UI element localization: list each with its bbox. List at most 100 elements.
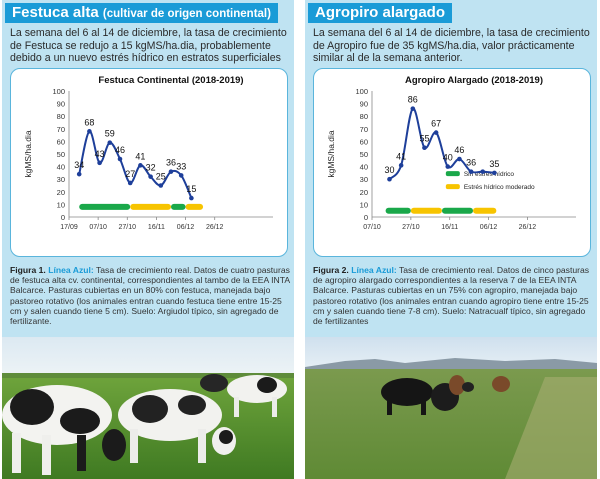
stress-band <box>130 203 171 210</box>
stress-band <box>473 207 497 214</box>
stress-band <box>410 207 442 214</box>
agropiro-caption-figure: Figura 2. <box>313 265 349 275</box>
data-point <box>138 163 143 168</box>
data-label: 36 <box>166 158 176 168</box>
data-point <box>87 129 92 134</box>
data-point <box>445 164 451 169</box>
x-tick-label: 16/11 <box>441 224 458 231</box>
data-label: 27 <box>125 169 135 179</box>
festuca-title: Festuca alta (cultivar de origen contine… <box>5 3 278 23</box>
x-tick-label: 06/12 <box>480 224 498 231</box>
data-point <box>148 174 153 179</box>
data-point <box>433 130 439 135</box>
agropiro-caption-text: Tasa de crecimiento real. Datos de cinco… <box>313 265 590 327</box>
x-tick-label: 17/09 <box>60 224 78 231</box>
data-label: 55 <box>419 134 429 144</box>
festuca-chart-svg: Festuca Continental (2018-2019) 0 10 20 30 40… <box>23 75 273 231</box>
y-tick-label: 20 <box>360 188 368 197</box>
x-tick-label: 07/10 <box>89 224 107 231</box>
agropiro-intro: La semana del 6 al 14 de diciembre, la t… <box>313 27 590 65</box>
data-label: 35 <box>489 159 499 169</box>
legend-label: Sin estrés hídrico <box>464 171 515 178</box>
data-label: 34 <box>74 160 84 170</box>
cattle-photo <box>305 337 597 479</box>
festuca-caption: Figura 1. Línea Azul: Tasa de crecimient… <box>10 265 292 326</box>
data-label: 41 <box>135 151 145 161</box>
data-point <box>97 160 102 166</box>
data-label: 32 <box>146 163 156 173</box>
y-tick-label: 10 <box>360 200 368 209</box>
y-tick-label: 30 <box>360 175 368 184</box>
y-tick-label: 90 <box>57 100 65 109</box>
data-label: 46 <box>115 145 125 155</box>
y-tick-label: 70 <box>360 125 368 134</box>
chart-title: Festuca Continental (2018-2019) <box>98 75 243 86</box>
festuca-caption-figure: Figura 1. <box>10 265 46 275</box>
y-tick-label: 60 <box>57 137 65 146</box>
data-label: 40 <box>443 153 453 163</box>
data-point <box>387 176 392 182</box>
y-tick-label: 10 <box>57 200 65 209</box>
y-tick-label: 90 <box>360 100 368 109</box>
data-point <box>398 163 404 168</box>
festuca-intro: La semana del 6 al 14 de diciembre, la t… <box>10 27 287 65</box>
agropiro-caption: Figura 2. Línea Azul: Tasa de crecimient… <box>313 265 595 326</box>
y-tick-label: 70 <box>57 125 65 134</box>
data-point <box>457 156 462 162</box>
agropiro-chart: Agropiro Alargado (2018-2019) 0 10 20 30 40 50… <box>313 68 591 257</box>
data-point <box>117 156 123 162</box>
data-label: 59 <box>105 129 115 139</box>
y-tick-label: 100 <box>52 87 65 96</box>
data-point <box>178 173 184 178</box>
x-tick-label: 27/10 <box>119 224 137 231</box>
legend-swatch <box>445 171 460 177</box>
x-tick-label: 16/11 <box>148 224 165 231</box>
data-label: 67 <box>431 119 441 129</box>
data-label: 46 <box>454 145 464 155</box>
data-point <box>76 171 82 177</box>
stress-band <box>171 203 186 210</box>
y-tick-label: 0 <box>364 213 368 222</box>
series-line <box>388 107 495 180</box>
festuca-chart: Festuca Continental (2018-2019) 0 10 20 30 40… <box>10 68 288 257</box>
data-label: 25 <box>156 172 166 182</box>
x-tick-label: 27/10 <box>402 224 420 231</box>
data-label: 30 <box>384 165 394 175</box>
chart-title: Agropiro Alargado (2018-2019) <box>405 75 543 86</box>
festuca-title-main: Festuca alta <box>12 4 99 21</box>
data-label: 15 <box>186 184 196 194</box>
stress-band <box>385 207 411 214</box>
data-label: 86 <box>408 95 418 105</box>
data-label: 43 <box>95 149 105 159</box>
cows-photo <box>2 337 294 479</box>
data-point <box>410 106 416 111</box>
data-point <box>127 180 133 186</box>
agropiro-caption-line: Línea Azul: <box>351 265 397 275</box>
festuca-caption-line: Línea Azul: <box>48 265 94 275</box>
y-tick-label: 80 <box>57 112 65 121</box>
y-tick-label: 80 <box>360 112 368 121</box>
agropiro-title-main: Agropiro alargado <box>315 4 446 21</box>
x-tick-label: 26/12 <box>206 224 224 231</box>
legend-label: Estrés hídrico moderado <box>464 184 535 191</box>
x-tick-label: 06/12 <box>177 224 195 231</box>
stress-band <box>79 203 131 210</box>
agropiro-chart-svg: Agropiro Alargado (2018-2019) 0 10 20 30 40 50… <box>326 75 576 231</box>
data-point <box>168 169 174 174</box>
data-label: 33 <box>176 161 186 171</box>
data-point <box>189 195 194 201</box>
y-tick-label: 0 <box>61 213 65 222</box>
stress-band <box>441 207 474 214</box>
data-point <box>492 170 497 176</box>
x-tick-label: 07/10 <box>363 224 381 231</box>
data-point <box>158 183 164 188</box>
y-tick-label: 20 <box>57 188 65 197</box>
data-point <box>468 169 474 174</box>
y-tick-label: 100 <box>355 87 368 96</box>
y-tick-label: 40 <box>57 163 65 172</box>
y-tick-label: 50 <box>57 150 65 159</box>
festuca-title-sub: (cultivar de origen continental) <box>102 8 271 20</box>
stress-band <box>185 203 204 210</box>
y-tick-label: 50 <box>360 150 368 159</box>
y-axis-label: kgMS/ha.dia <box>326 130 336 178</box>
